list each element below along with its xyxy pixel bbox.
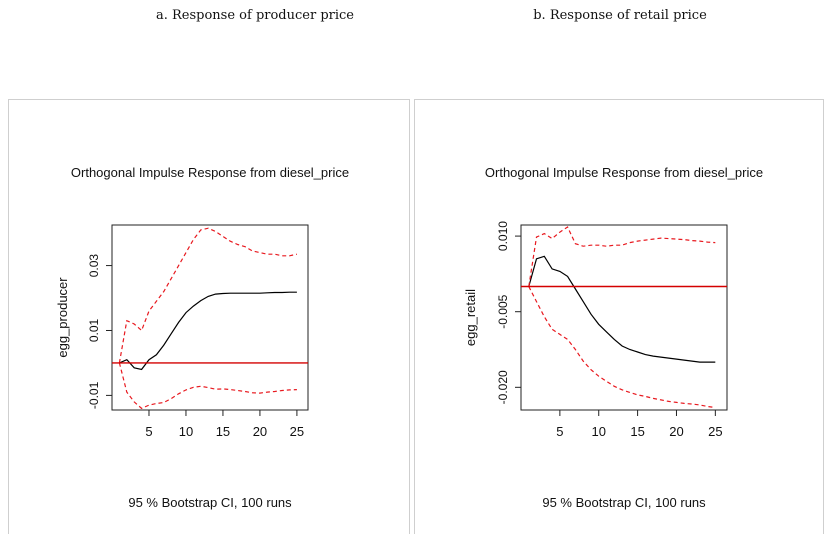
producer-y-tick-label: -0.01 [87, 381, 101, 409]
retail-x-tick-label: 25 [708, 424, 722, 439]
caption-retail: b. Response of retail price [533, 8, 707, 23]
retail-chart-title: Orthogonal Impulse Response from diesel_… [485, 165, 763, 180]
producer-y-tick-label: 0.01 [87, 318, 101, 342]
retail-x-tick-label: 5 [556, 424, 563, 439]
retail-x-axis-label: 95 % Bootstrap CI, 100 runs [542, 495, 706, 510]
retail-x-tick-label: 10 [592, 424, 606, 439]
retail-y-axis-label: egg_retail [463, 289, 478, 346]
retail-y-tick-label: -0.005 [496, 294, 510, 328]
producer-x-tick-label: 20 [253, 424, 267, 439]
producer-response-line [119, 291, 297, 371]
producer-x-tick-label: 10 [179, 424, 193, 439]
retail-plot-frame [520, 224, 728, 411]
producer-x-axis-label: 95 % Bootstrap CI, 100 runs [128, 495, 292, 510]
producer-plot-frame [111, 224, 309, 411]
producer-ci-upper-line [118, 227, 298, 364]
producer-y-axis-label: egg_producer [55, 277, 70, 358]
retail-x-tick-label: 20 [669, 424, 683, 439]
producer-y-tick-label: 0.03 [87, 254, 101, 278]
retail-response-line [528, 255, 716, 363]
caption-producer: a. Response of producer price [155, 8, 354, 23]
producer-x-tick-label: 5 [145, 424, 152, 439]
chart-panel-producer: Orthogonal Impulse Response from diesel_… [8, 99, 410, 534]
retail-impulse-chart: Orthogonal Impulse Response from diesel_… [463, 165, 763, 510]
chart-panel-retail: Orthogonal Impulse Response from diesel_… [414, 99, 824, 534]
retail-ci-upper-line [528, 226, 716, 287]
producer-x-tick-label: 15 [216, 424, 230, 439]
producer-ci-lower-line [118, 362, 297, 410]
retail-ci-lower-line [528, 286, 716, 409]
producer-impulse-chart: Orthogonal Impulse Response from diesel_… [55, 165, 349, 510]
retail-y-tick-label: -0.020 [496, 370, 510, 404]
producer-chart-title: Orthogonal Impulse Response from diesel_… [71, 165, 349, 180]
producer-x-tick-label: 25 [290, 424, 304, 439]
retail-x-tick-label: 15 [630, 424, 644, 439]
retail-y-tick-label: 0.010 [496, 221, 510, 251]
